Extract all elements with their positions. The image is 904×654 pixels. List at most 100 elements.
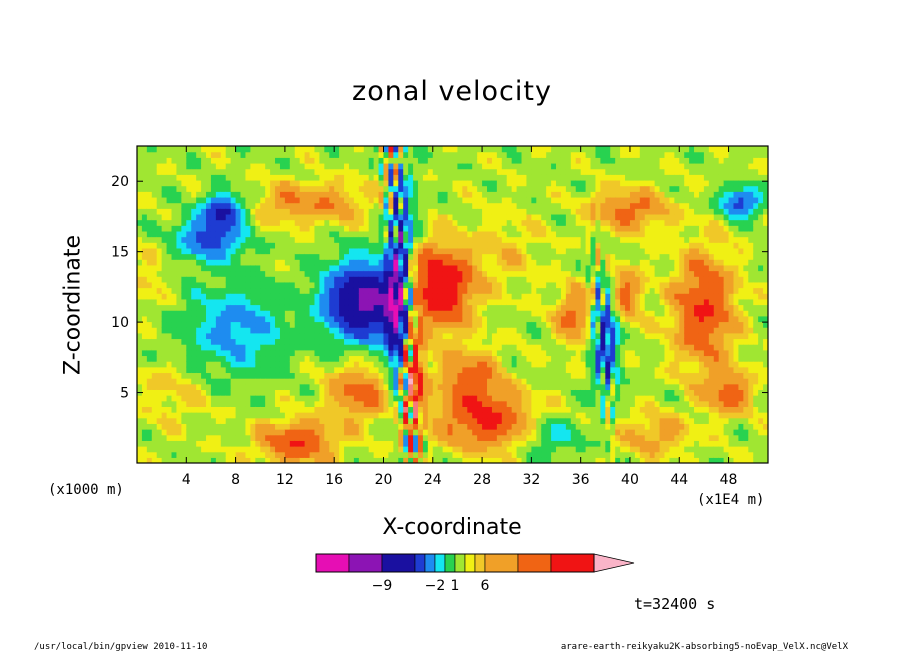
field-cell [275,298,281,306]
field-cell [570,253,577,260]
field-cell [284,179,291,187]
field-cell [358,366,365,374]
field-cell [437,242,444,249]
field-cell [373,451,380,458]
field-cell [230,276,237,283]
field-cell [156,378,163,385]
field-cell [477,179,483,187]
field-cell [235,276,242,283]
field-cell [206,219,212,226]
field-cell [516,338,523,345]
field-cell [314,276,320,283]
field-cell [472,406,478,413]
field-cell [565,196,572,204]
field-cell [358,355,365,362]
field-cell [250,434,256,441]
field-cell [373,168,380,175]
field-cell [314,423,320,430]
field-cell [348,191,355,198]
field-cell [477,162,483,170]
field-cell [501,372,508,379]
field-cell [452,293,459,300]
field-cell [210,264,217,272]
field-cell [467,225,473,232]
field-cell [472,446,478,453]
field-cell [215,208,222,215]
field-cell [245,236,251,243]
field-cell [289,191,296,198]
field-cell [220,446,227,453]
field-cell [368,440,375,447]
field-cell [482,457,488,463]
field-cell [235,349,242,357]
field-cell [363,236,370,243]
field-cell [348,389,355,396]
field-cell [565,327,572,334]
field-cell [245,327,251,334]
field-cell [408,191,414,198]
field-cell [393,389,399,396]
field-cell [235,168,242,175]
field-cell [565,202,572,209]
field-cell [383,174,390,181]
field-cell [141,383,148,391]
field-cell [309,315,316,323]
field-cell [334,349,340,357]
field-cell [329,440,335,447]
field-cell [551,219,557,226]
field-cell [501,247,508,255]
field-cell [565,400,572,407]
field-cell [250,276,256,283]
field-cell [235,321,242,328]
field-cell [447,372,454,379]
field-cell [146,332,153,340]
field-cell [294,213,301,221]
field-cell [210,372,217,379]
field-cell [255,327,261,334]
field-cell [206,208,212,215]
field-cell [432,395,439,402]
field-cell [565,230,572,238]
field-cell [304,338,311,345]
field-cell [245,378,251,385]
field-cell [383,457,390,463]
field-cell [151,372,158,379]
field-cell [166,168,173,175]
field-cell [531,208,537,215]
field-cell [270,372,276,379]
field-cell [176,230,182,238]
field-cell [363,162,370,170]
field-cell [383,378,390,385]
field-cell [408,281,414,289]
field-cell [270,349,276,357]
field-cell [491,247,498,255]
field-cell [279,162,286,170]
field-cell [230,304,237,311]
field-cell [501,230,508,238]
field-cell [398,179,404,187]
field-cell [511,338,518,345]
field-cell [432,423,439,430]
field-cell [146,321,153,328]
field-cell [284,417,291,424]
field-cell [171,179,178,187]
field-cell [156,389,163,396]
field-cell [467,332,473,340]
field-cell [166,332,173,340]
field-cell [245,429,251,436]
field-cell [570,389,577,396]
field-cell [560,146,567,153]
field-cell [422,429,429,436]
field-cell [521,389,528,396]
field-cell [546,321,552,328]
field-cell [196,389,202,396]
field-cell [551,327,557,334]
field-cell [319,174,325,181]
field-cell [353,332,360,340]
field-cell [570,400,577,407]
field-cell [339,196,345,204]
field-cell [309,310,316,317]
field-cell [482,196,488,204]
field-cell [348,355,355,362]
field-cell [427,236,434,243]
